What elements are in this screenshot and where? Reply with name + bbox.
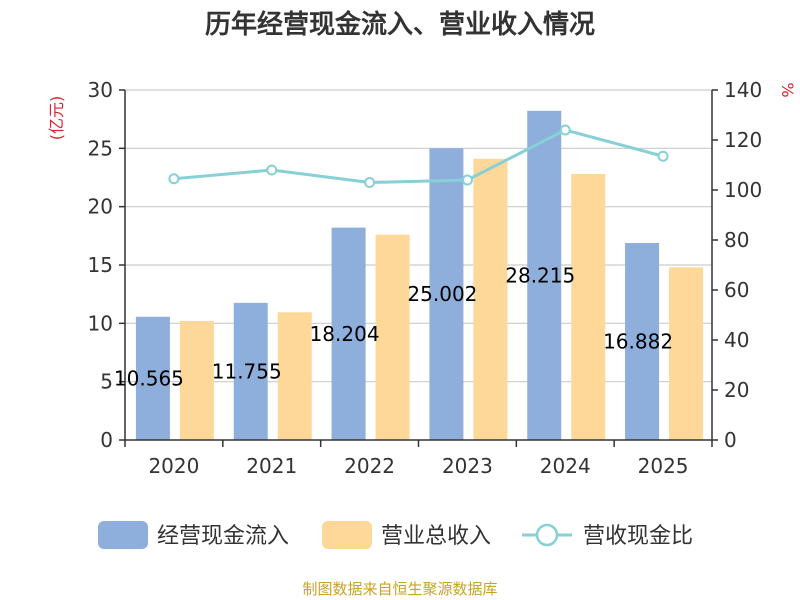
right-tick-label: 60 (724, 278, 749, 302)
x-tick-label: 2025 (638, 454, 689, 478)
left-axis-label: (亿元) (47, 96, 66, 141)
ratio-point (266, 164, 278, 176)
left-tick-label: 25 (88, 136, 113, 160)
x-tick-label: 2021 (246, 454, 297, 478)
ratio-point (461, 174, 473, 186)
data-label: 10.565 (114, 366, 184, 390)
right-tick-label: 20 (724, 378, 749, 402)
ratio-line (173, 128, 664, 185)
right-tick-label: 80 (724, 228, 749, 252)
x-tick-label: 2020 (148, 454, 199, 478)
bar-cash-inflow (233, 302, 268, 440)
right-axis-label: % (778, 82, 797, 97)
bar-revenue (375, 234, 410, 440)
bar-revenue (669, 267, 704, 440)
bar-cash-inflow (135, 316, 170, 440)
bar-revenue (473, 158, 508, 441)
data-labels: 10.565 11.755 18.204 25.002 28.215 16.882 (114, 263, 673, 390)
bar-revenue (277, 312, 312, 440)
legend: 经营现金流入 营业总收入 营收现金比 (98, 521, 693, 549)
line-series (168, 124, 669, 188)
x-tick-label: 2023 (442, 454, 493, 478)
x-tick-label: 2024 (540, 454, 591, 478)
data-label: 25.002 (407, 282, 477, 306)
bar-revenue (571, 174, 606, 440)
bar-cash-inflow (429, 148, 464, 440)
right-tick-label: 140 (724, 78, 762, 102)
x-tick-label: 2022 (344, 454, 395, 478)
left-tick-label: 10 (88, 311, 113, 335)
data-label: 28.215 (505, 263, 575, 287)
ratio-point (657, 150, 669, 162)
bar-revenue (179, 321, 214, 440)
right-tick-label: 0 (724, 428, 737, 452)
left-tick-label: 20 (88, 195, 113, 219)
left-tick-label: 30 (88, 78, 113, 102)
legend-swatch (322, 521, 372, 549)
left-tick-label: 5 (100, 370, 113, 394)
right-tick-label: 120 (724, 128, 762, 152)
ratio-point (559, 124, 571, 136)
legend-label: 经营现金流入 (157, 524, 289, 549)
chart-title: 历年经营现金流入、营业收入情况 (205, 9, 595, 40)
grid (125, 89, 712, 383)
bar-cash-inflow (331, 227, 366, 440)
ratio-point (364, 177, 376, 188)
legend-swatch (98, 521, 148, 549)
right-tick-label: 40 (724, 328, 749, 352)
data-label: 16.882 (603, 330, 673, 354)
left-tick-label: 15 (88, 253, 113, 277)
bar-cash-inflow (527, 110, 562, 440)
data-label: 18.204 (310, 322, 380, 346)
right-tick-label: 100 (724, 178, 762, 202)
left-tick-label: 0 (100, 428, 113, 452)
legend-marker (535, 523, 559, 547)
bars (135, 110, 704, 441)
bar-cash-inflow (625, 243, 660, 440)
source-note: 制图数据来自恒生聚源数据库 (302, 580, 497, 598)
legend-label: 营业总收入 (381, 524, 491, 549)
legend-label: 营收现金比 (583, 524, 693, 549)
ratio-point (168, 173, 180, 185)
data-label: 11.755 (212, 359, 282, 383)
